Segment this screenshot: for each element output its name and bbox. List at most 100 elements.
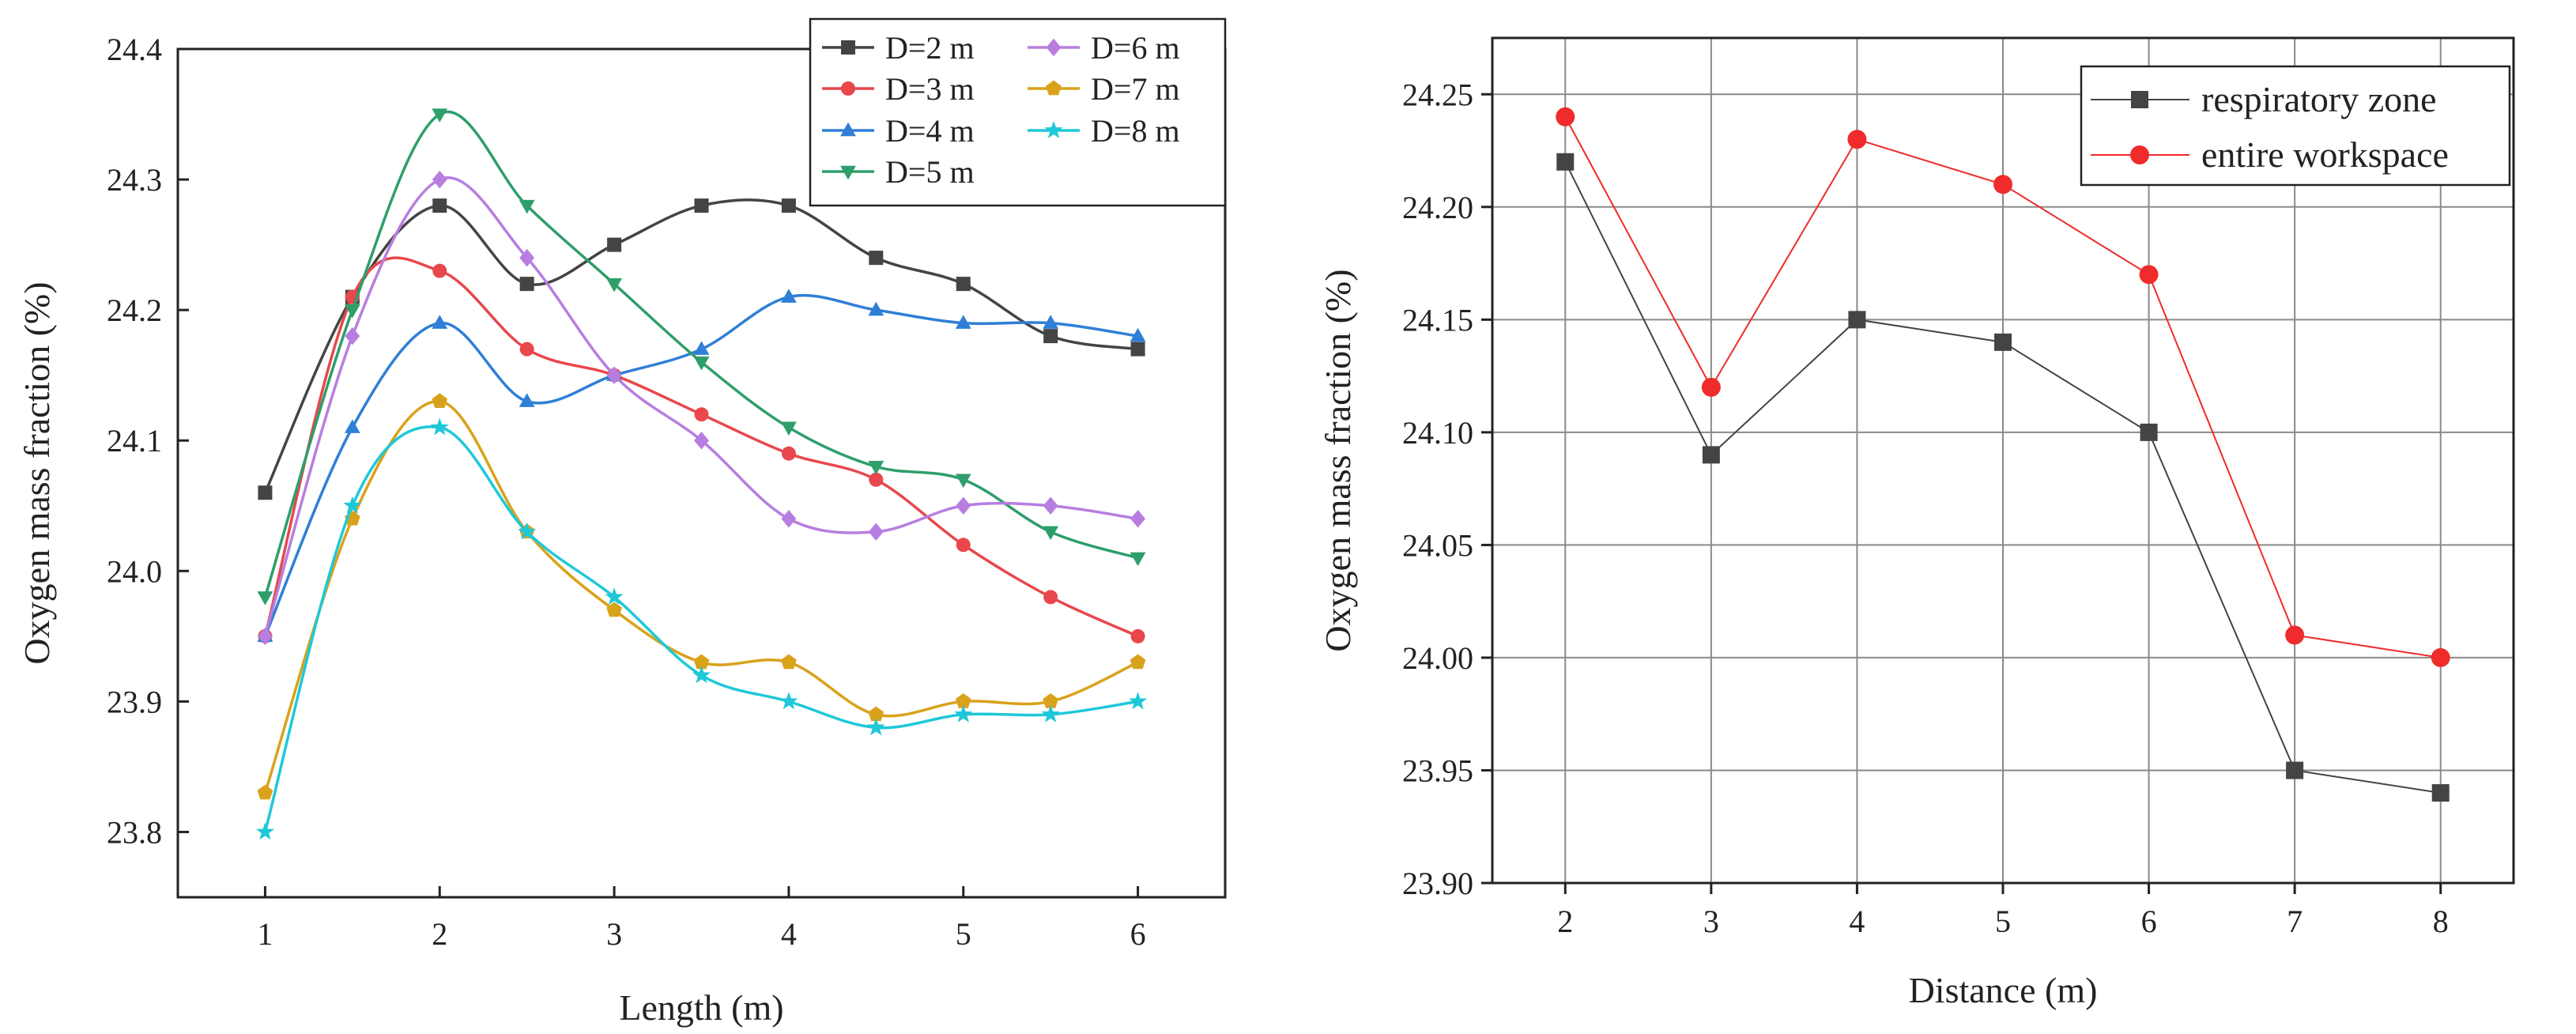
legend: respiratory zone entire workspace: [2080, 65, 2511, 187]
data-point: [255, 822, 274, 840]
data-point: [1556, 107, 1575, 126]
x-axis-title: Distance (m): [1909, 970, 2098, 1010]
legend-entry-d-7-m: D=7 m: [1028, 71, 1180, 107]
data-point: [868, 461, 884, 475]
x-tick-label: 7: [2287, 904, 2303, 939]
y-tick-label: 24.25: [1402, 77, 1473, 112]
series-d-7-m: [257, 393, 1146, 800]
data-point: [781, 289, 797, 303]
data-point: [258, 485, 273, 500]
x-axis-title: Length (m): [619, 987, 783, 1028]
data-point: [432, 170, 447, 189]
data-point: [692, 666, 711, 684]
y-tick-label: 24.3: [107, 162, 162, 198]
series-respiratory-zone: [1556, 153, 2450, 802]
data-point: [868, 301, 884, 316]
data-point: [1130, 654, 1146, 670]
x-tick-label: 8: [2433, 904, 2449, 939]
data-point: [1043, 693, 1059, 708]
legend-label: D=5 m: [885, 154, 975, 190]
y-tick-label: 24.0: [107, 553, 162, 589]
data-point: [869, 251, 884, 266]
data-point: [1993, 175, 2012, 194]
data-point: [694, 431, 709, 450]
data-point: [432, 263, 447, 278]
y-tick-label: 24.10: [1402, 415, 1473, 451]
data-point: [956, 538, 971, 553]
data-point: [955, 474, 971, 489]
data-point: [432, 108, 448, 123]
x-tick-label: 4: [781, 916, 797, 952]
y-tick-label: 24.4: [107, 32, 162, 67]
data-point: [781, 421, 797, 436]
data-point: [1129, 692, 1148, 710]
legend-marker: [841, 81, 855, 96]
data-point: [257, 784, 273, 800]
y-tick-label: 24.00: [1402, 640, 1473, 676]
legend: D=2 m D=3 m D=4 m D=5 m D=6 m D=7 m D=8 m: [809, 17, 1227, 207]
data-point: [1043, 526, 1059, 541]
data-point: [694, 407, 709, 422]
legend-label: D=3 m: [885, 71, 975, 107]
data-point: [1130, 510, 1146, 528]
series-line: [263, 399, 1139, 794]
data-point: [2431, 647, 2450, 667]
y-tick-label: 23.9: [107, 684, 162, 719]
data-point: [1702, 446, 1720, 464]
x-tick-label: 6: [1130, 916, 1146, 952]
y-axis-title: Oxygen mass fraction (%): [1318, 269, 1358, 651]
data-point: [519, 342, 534, 357]
data-point: [869, 472, 884, 487]
legend-marker: [840, 122, 856, 137]
data-point: [779, 692, 798, 710]
data-point: [1043, 315, 1059, 329]
legend-entry-d-3-m: D=3 m: [822, 71, 975, 107]
data-point: [430, 417, 449, 436]
y-tick-label: 24.15: [1402, 302, 1473, 338]
legend-entry-d-8-m: D=8 m: [1028, 113, 1180, 149]
legend-label: D=7 m: [1091, 71, 1180, 107]
y-tick-label: 23.90: [1402, 866, 1473, 901]
data-point: [956, 496, 971, 515]
data-point: [781, 654, 797, 670]
data-point: [1847, 130, 1867, 149]
x-tick-label: 5: [956, 916, 971, 952]
x-tick-label: 2: [1557, 904, 1573, 939]
x-tick-label: 2: [432, 916, 447, 952]
y-tick-label: 24.1: [107, 423, 162, 459]
data-point: [693, 356, 710, 371]
series-d-8-m: [255, 417, 1148, 840]
data-point: [2286, 761, 2304, 779]
y-axis-title: Oxygen mass fraction (%): [17, 281, 57, 664]
legend-entry-d-6-m: D=6 m: [1028, 30, 1180, 66]
data-point: [781, 510, 797, 528]
data-point: [868, 706, 884, 722]
x-tick-label: 6: [2141, 904, 2157, 939]
data-point: [519, 393, 535, 407]
legend-marker: [1044, 120, 1063, 138]
legend-label: D=6 m: [1091, 30, 1180, 66]
data-point: [1130, 552, 1146, 567]
legend-marker: [840, 165, 856, 180]
legend-marker: [1046, 80, 1062, 96]
data-point: [694, 198, 709, 213]
data-point: [954, 704, 973, 723]
data-point: [955, 315, 971, 329]
data-point: [606, 602, 622, 617]
data-point: [781, 446, 796, 461]
data-point: [343, 496, 362, 514]
legend-entry-d-4-m: D=4 m: [822, 113, 975, 149]
legend-entry-d-5-m: D=5 m: [822, 154, 975, 190]
legend-marker: [1046, 38, 1062, 57]
chart-right-distance: 23.90 23.95 24.00 24.05 24.10 24.15 24.20 24.25…: [1318, 36, 2515, 1010]
series-d-5-m: [257, 108, 1146, 606]
plot-frame: [176, 47, 1227, 899]
series-line: [263, 293, 1138, 637]
series-line: [263, 198, 1138, 493]
y-tick-label: 24.2: [107, 292, 162, 328]
y-tick-label: 24.05: [1402, 527, 1473, 563]
data-point: [866, 718, 885, 736]
data-point: [519, 248, 535, 267]
data-point: [868, 523, 884, 542]
x-tick-label: 5: [1995, 904, 2011, 939]
